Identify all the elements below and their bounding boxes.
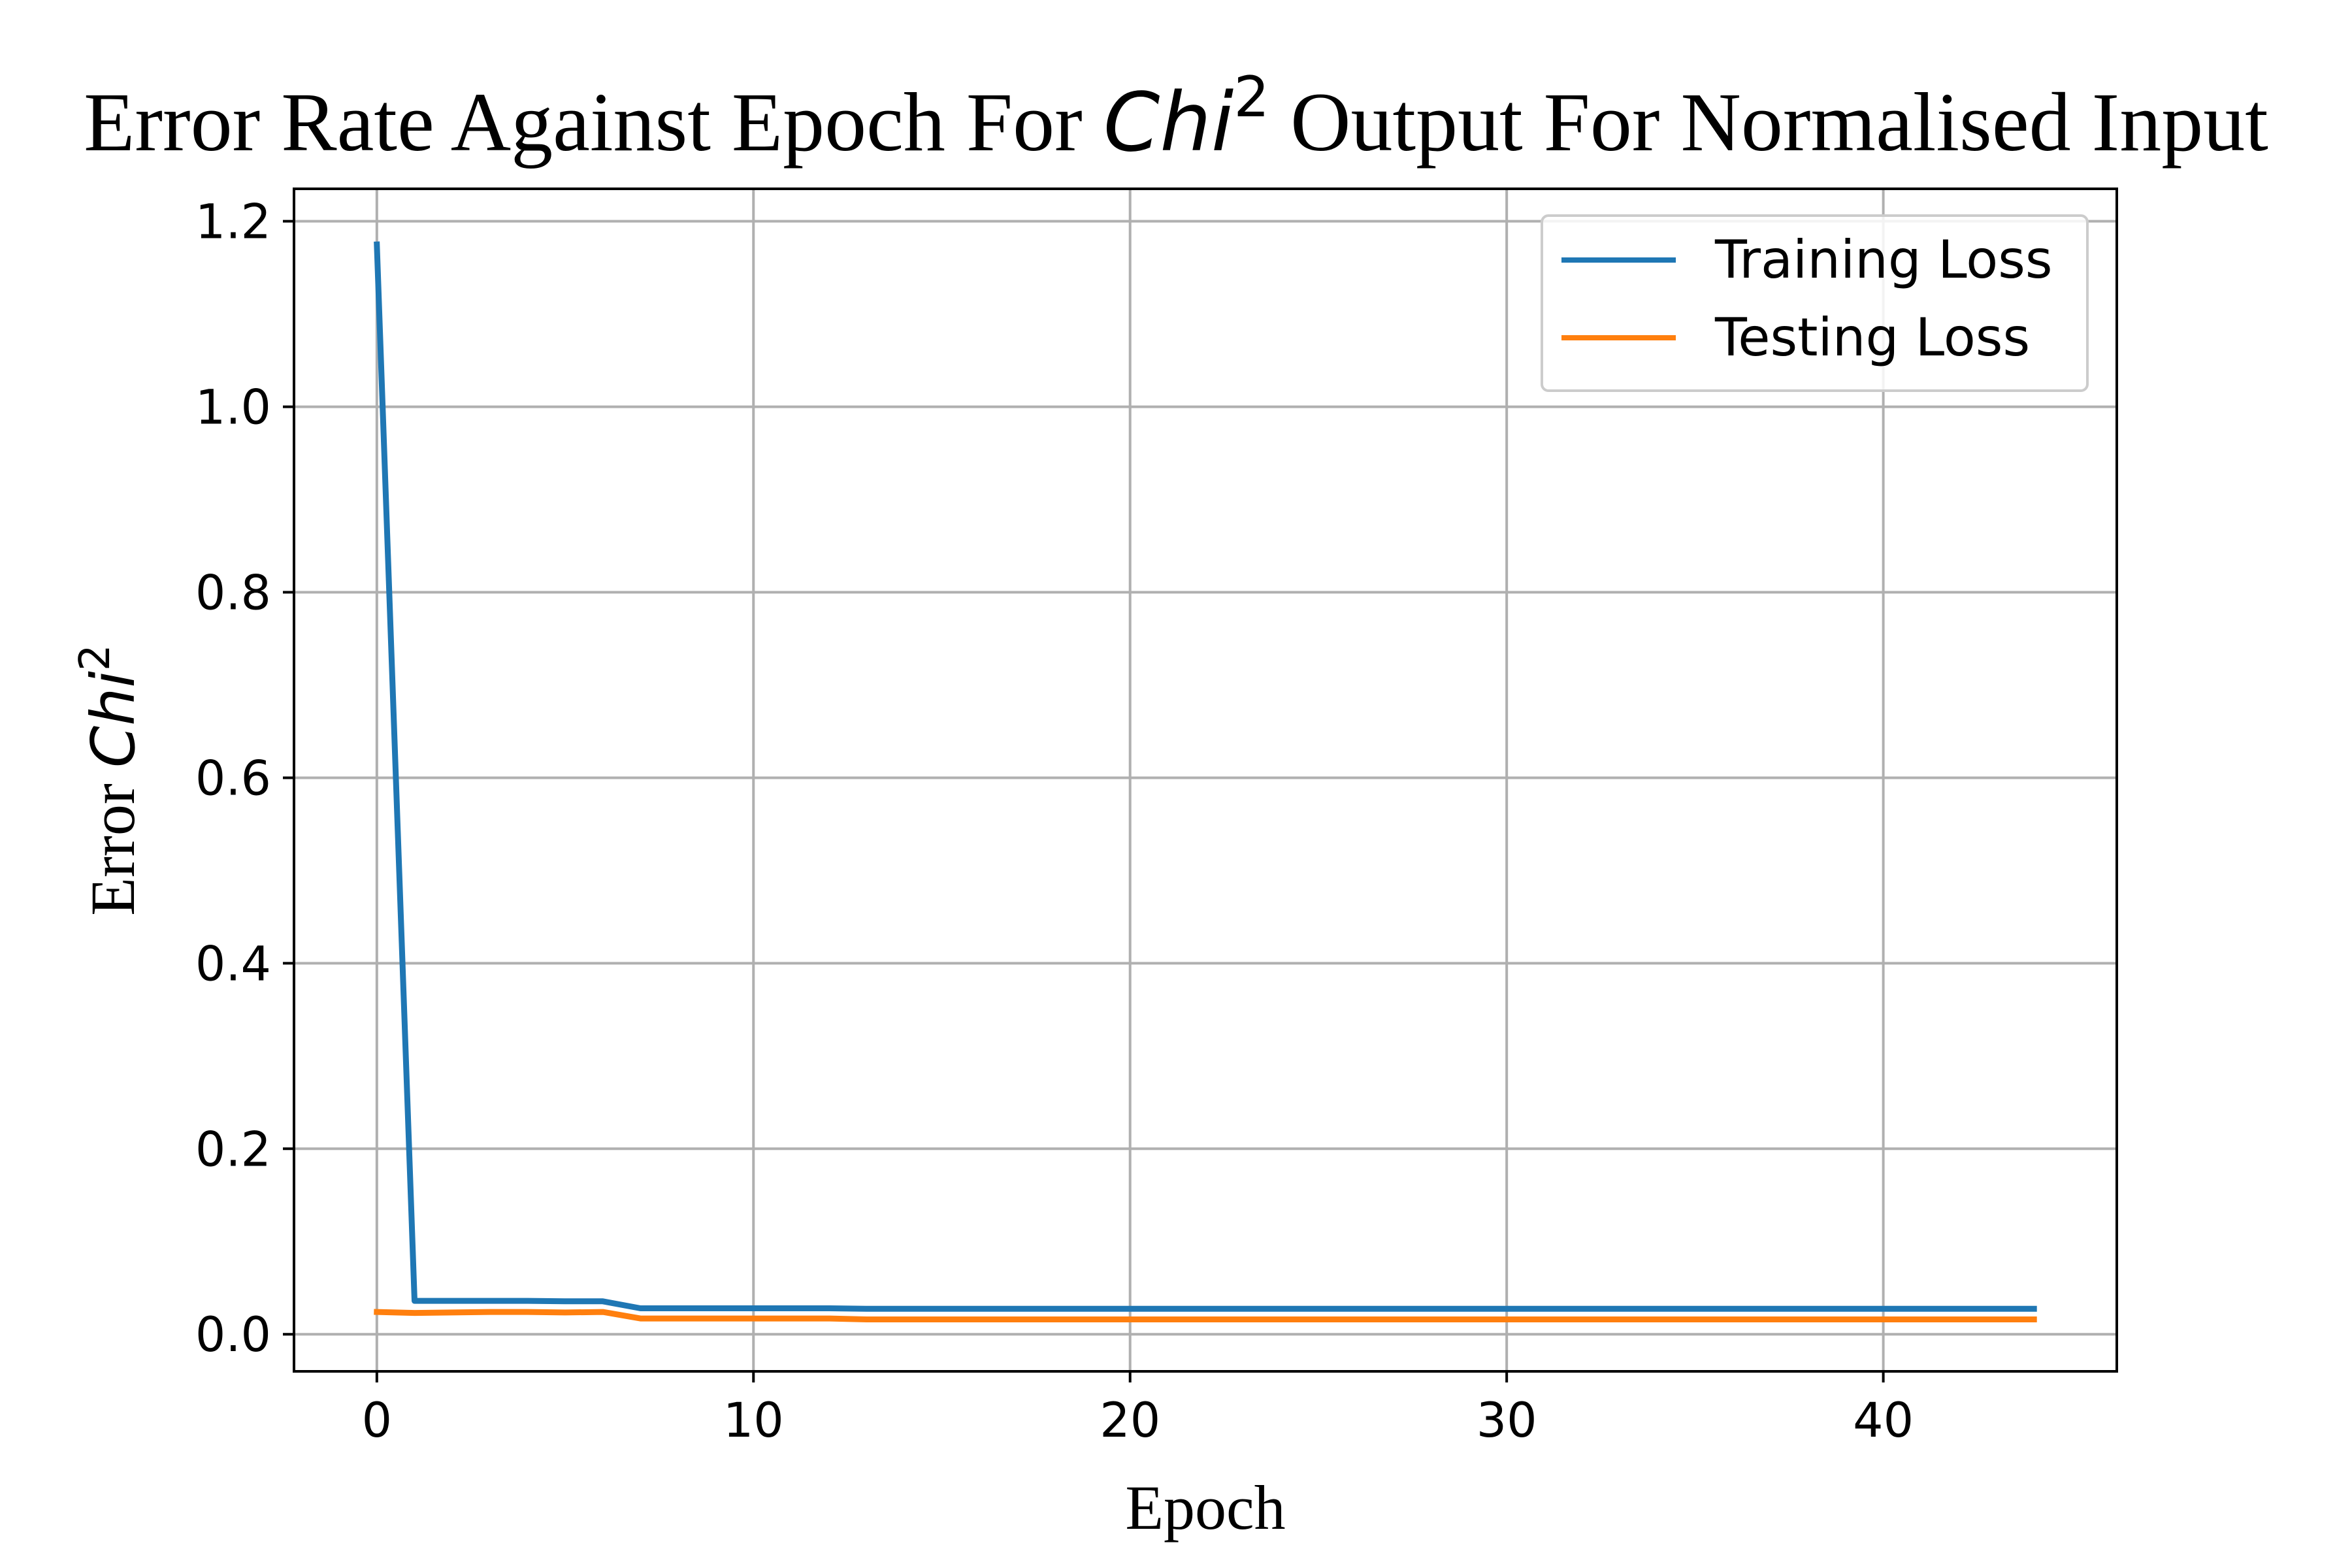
series-line-training-loss: [374, 241, 2037, 1312]
tick-labels: 0 10 20 30 40 0.0 0.2 0.4 0.6 0.8 1.0 1.2: [195, 195, 1914, 1448]
series-line-testing-loss: [374, 1309, 2037, 1322]
series-layer: [374, 241, 2037, 1322]
chart-title-prefix: Error Rate Against Epoch For: [84, 76, 1103, 169]
y-tick-label: 0.4: [195, 936, 271, 992]
x-tick-label: 0: [362, 1393, 392, 1448]
legend-label-testing-loss: Testing Loss: [1714, 307, 2030, 368]
chart-title-superscript: 2: [1233, 65, 1269, 130]
y-tick-label: 0.2: [195, 1122, 271, 1177]
legend-box: [1541, 214, 2089, 392]
x-tick-label: 40: [1853, 1393, 1914, 1448]
chart-title-math: Chi: [1103, 76, 1234, 170]
chart-title-suffix: Output For Normalised Input: [1269, 76, 2268, 169]
y-tick-label: 0.6: [195, 751, 271, 806]
chart-title: Error Rate Against Epoch For Chi2 Output…: [84, 65, 2268, 170]
y-tick-label: 1.2: [195, 195, 271, 250]
plot-frame: [293, 188, 2118, 1373]
x-axis-label: Epoch: [1125, 1473, 1285, 1543]
legend: Training Loss Testing Loss: [1541, 214, 2089, 392]
x-tick-label: 20: [1100, 1393, 1160, 1448]
y-tick-label: 1.0: [195, 380, 271, 436]
y-tick-label: 0.8: [195, 566, 271, 621]
x-tick-label: 30: [1477, 1393, 1537, 1448]
y-axis-label-math: Chi: [78, 671, 148, 768]
tick-marks: [283, 220, 1885, 1382]
x-tick-label: 10: [723, 1393, 784, 1448]
y-axis-label-prefix: Error: [78, 768, 148, 916]
y-axis-label: Error Chi2: [71, 644, 148, 915]
y-tick-label: 0.0: [195, 1307, 271, 1363]
legend-label-training-loss: Training Loss: [1714, 229, 2053, 290]
y-axis-label-superscript: 2: [71, 644, 120, 671]
